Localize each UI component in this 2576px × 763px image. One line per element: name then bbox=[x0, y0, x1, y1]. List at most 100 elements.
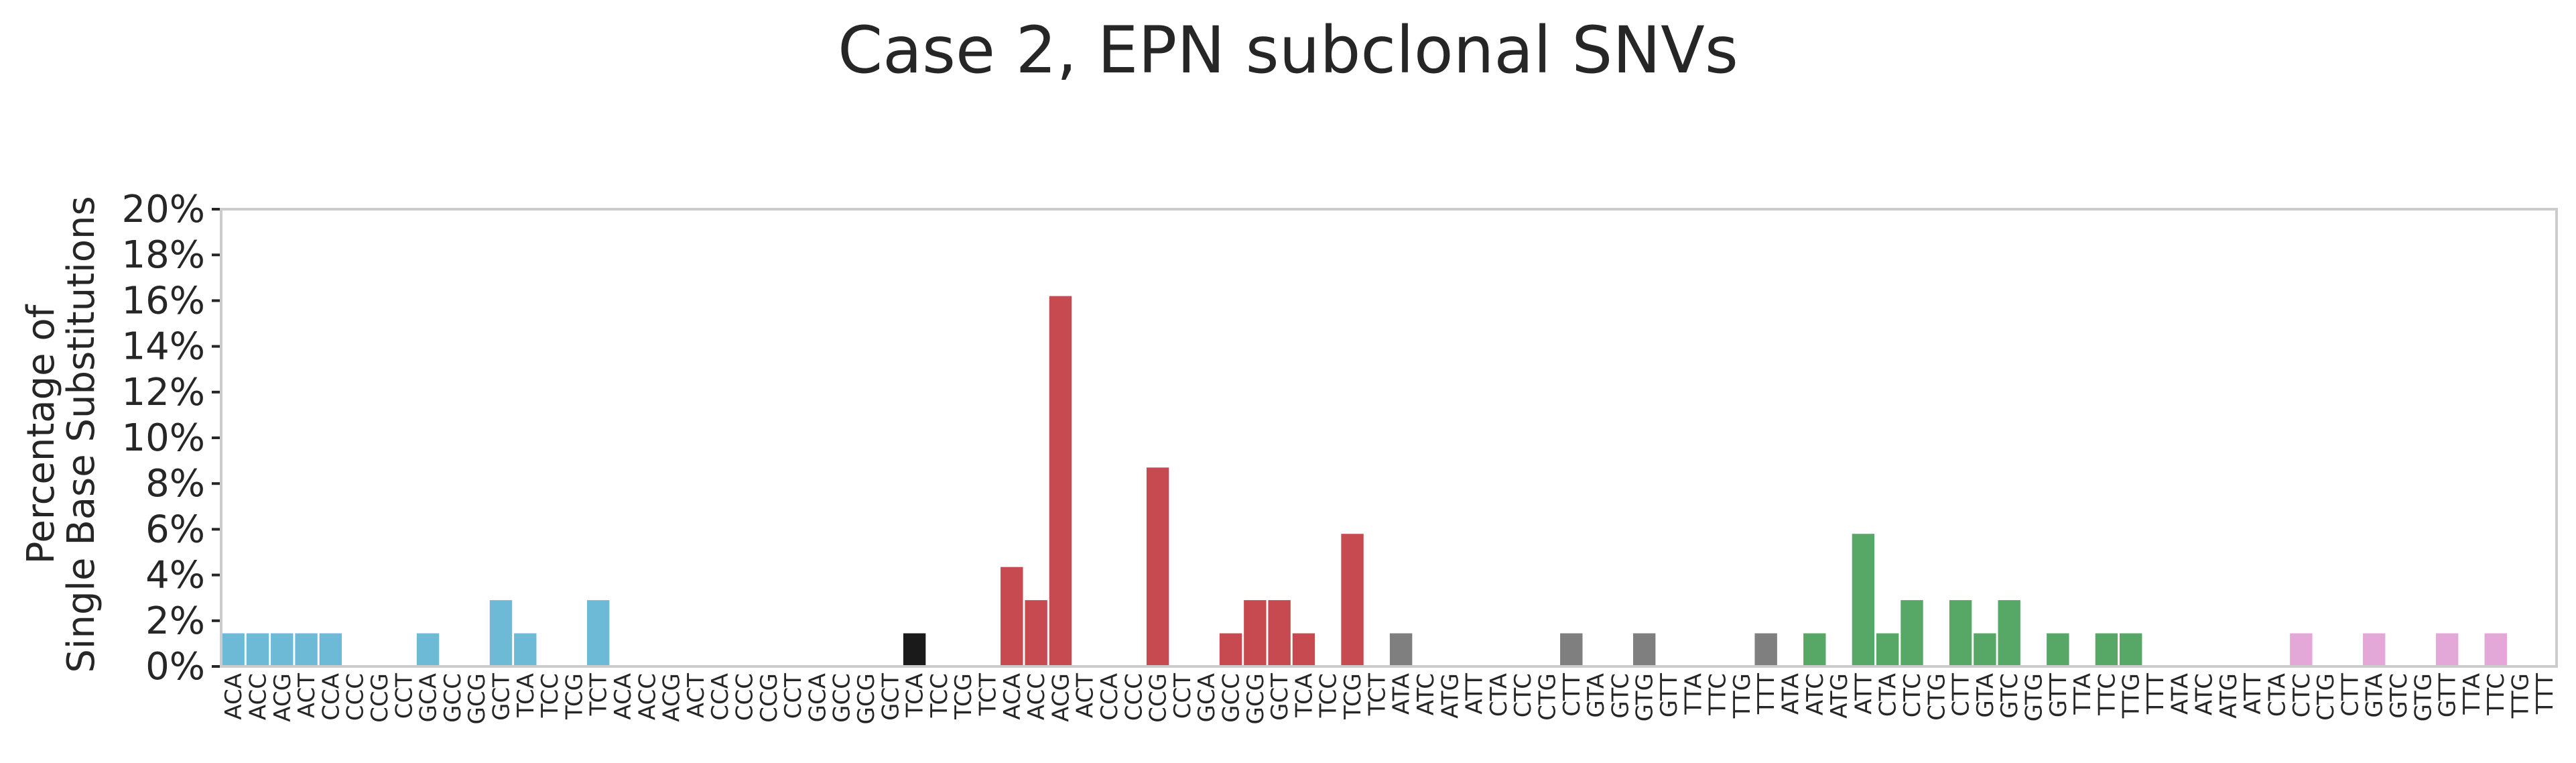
x-tick-label-atc-65: ATC bbox=[1802, 673, 1829, 715]
bar-cca-4 bbox=[319, 633, 342, 666]
bar-ccg-38 bbox=[1146, 467, 1169, 666]
x-tick-label-ctt-87: CTT bbox=[2337, 673, 2364, 717]
x-tick-label-cca-36: CCA bbox=[1096, 673, 1123, 721]
x-tick-label-ctg-54: CTG bbox=[1534, 673, 1561, 721]
x-tick-label-ctc-53: CTC bbox=[1510, 673, 1537, 717]
x-tick-label-ttt-95: TTT bbox=[2532, 673, 2559, 715]
x-tick-label-ccc-37: CCC bbox=[1120, 673, 1147, 721]
x-tick-label-gca-24: GCA bbox=[804, 673, 831, 722]
y-tick-label-12: 12% bbox=[122, 371, 205, 414]
x-tick-label-ccc-5: CCC bbox=[342, 673, 369, 721]
x-tick-label-tca-12: TCA bbox=[513, 673, 539, 718]
x-tick-label-cta-52: CTA bbox=[1486, 673, 1512, 717]
y-axis-label-line-1: Percentage of bbox=[19, 304, 63, 564]
x-tick-label-acc-17: ACC bbox=[634, 673, 661, 720]
x-tick-label-acg-34: ACG bbox=[1047, 673, 1074, 722]
x-tick-label-att-51: ATT bbox=[1462, 673, 1488, 715]
x-tick-label-gtt-91: GTT bbox=[2435, 673, 2461, 717]
x-tick-label-cct-7: CCT bbox=[391, 673, 417, 719]
x-tick-label-ttg-94: TTG bbox=[2508, 673, 2534, 719]
y-tick-label-10: 10% bbox=[122, 416, 205, 460]
bar-gct-43 bbox=[1268, 600, 1291, 666]
chart-title: Case 2, EPN subclonal SNVs bbox=[838, 13, 1738, 88]
x-tick-label-atg-66: ATG bbox=[1826, 673, 1853, 719]
x-tick-label-gtt-59: GTT bbox=[1656, 673, 1683, 717]
bar-ata-48 bbox=[1389, 633, 1413, 666]
x-tick-label-tta-92: TTA bbox=[2459, 673, 2486, 715]
bar-acg-34 bbox=[1049, 296, 1072, 667]
x-tick-label-tta-60: TTA bbox=[1680, 673, 1707, 715]
bar-gcc-41 bbox=[1219, 633, 1242, 666]
bar-acc-33 bbox=[1025, 600, 1047, 666]
bar-gtt-75 bbox=[2047, 633, 2069, 666]
x-axis-ticks: ACAACCACGACTCCACCCCCGCCTGCAGCCGCGGCTTCAT… bbox=[220, 673, 2559, 725]
x-tick-label-ttc-77: TTC bbox=[2094, 673, 2120, 716]
bar-ctc-69 bbox=[1901, 600, 1923, 666]
x-tick-label-tcg-14: TCG bbox=[561, 673, 588, 720]
bar-gta-88 bbox=[2363, 633, 2386, 666]
bar-ttg-78 bbox=[2120, 633, 2142, 666]
y-axis-label: Percentage of Single Base Substitutions bbox=[19, 196, 103, 672]
x-tick-label-ata-64: ATA bbox=[1777, 673, 1804, 715]
x-tick-label-tca-44: TCA bbox=[1291, 673, 1317, 718]
bar-tcg-46 bbox=[1341, 534, 1364, 666]
x-tick-label-tta-76: TTA bbox=[2069, 673, 2096, 715]
x-tick-label-gct-27: GCT bbox=[877, 673, 904, 721]
x-tick-label-gtg-90: GTG bbox=[2410, 673, 2437, 721]
x-tick-label-gtg-74: GTG bbox=[2021, 673, 2048, 721]
x-tick-label-acg-18: ACG bbox=[659, 673, 686, 722]
x-tick-label-gta-72: GTA bbox=[1972, 673, 1999, 718]
bar-tca-28 bbox=[903, 633, 926, 666]
bar-gct-11 bbox=[489, 600, 513, 666]
x-tick-label-ctt-55: CTT bbox=[1559, 673, 1586, 717]
bar-att-67 bbox=[1852, 534, 1875, 666]
x-tick-label-gtg-58: GTG bbox=[1632, 673, 1659, 721]
x-tick-label-atc-49: ATC bbox=[1413, 673, 1439, 715]
x-tick-label-gcg-10: GCG bbox=[464, 673, 491, 724]
bar-ctc-85 bbox=[2290, 633, 2313, 666]
x-tick-label-ttc-93: TTC bbox=[2483, 673, 2510, 716]
x-tick-label-tcc-29: TCC bbox=[926, 673, 953, 718]
x-tick-label-act-35: ACT bbox=[1072, 673, 1099, 718]
y-tick-label-0: 0% bbox=[145, 645, 205, 689]
x-tick-label-act-19: ACT bbox=[683, 673, 710, 718]
bar-gtt-91 bbox=[2435, 633, 2459, 666]
bar-gcg-42 bbox=[1244, 600, 1267, 666]
y-tick-label-16: 16% bbox=[122, 279, 205, 322]
y-tick-label-4: 4% bbox=[145, 554, 205, 597]
x-tick-label-gtc-57: GTC bbox=[1607, 673, 1634, 719]
x-tick-label-ctc-69: CTC bbox=[1899, 673, 1926, 717]
x-tick-label-cca-20: CCA bbox=[707, 673, 734, 721]
x-tick-label-atg-82: ATG bbox=[2215, 673, 2242, 719]
bar-aca-32 bbox=[1001, 567, 1023, 666]
x-tick-label-tcg-46: TCG bbox=[1340, 673, 1366, 720]
x-tick-label-gcc-25: GCC bbox=[829, 673, 856, 723]
x-tick-label-cca-4: CCA bbox=[318, 673, 344, 721]
y-tick-label-18: 18% bbox=[122, 233, 205, 277]
x-tick-label-acc-33: ACC bbox=[1023, 673, 1050, 720]
x-tick-label-att-83: ATT bbox=[2240, 673, 2266, 715]
bar-acc-1 bbox=[246, 633, 269, 666]
x-tick-label-tcg-30: TCG bbox=[950, 673, 977, 720]
x-tick-label-gcg-26: GCG bbox=[853, 673, 880, 724]
bar-tca-12 bbox=[514, 633, 537, 666]
x-tick-label-cct-39: CCT bbox=[1169, 673, 1196, 719]
x-tick-label-att-67: ATT bbox=[1850, 673, 1877, 715]
x-tick-label-ccg-38: CCG bbox=[1145, 673, 1172, 723]
bar-gca-8 bbox=[416, 633, 440, 666]
x-tick-label-tca-28: TCA bbox=[902, 673, 929, 718]
x-tick-label-aca-16: ACA bbox=[610, 673, 637, 720]
x-tick-label-gct-11: GCT bbox=[488, 673, 515, 721]
x-tick-label-cta-84: CTA bbox=[2264, 673, 2291, 717]
bar-aca-0 bbox=[222, 633, 245, 666]
bar-ttc-93 bbox=[2484, 633, 2507, 666]
bar-atc-65 bbox=[1803, 633, 1826, 666]
bar-ttc-77 bbox=[2095, 633, 2118, 666]
x-tick-label-gtc-89: GTC bbox=[2386, 673, 2412, 719]
bars bbox=[222, 296, 2507, 667]
x-tick-label-ccg-6: CCG bbox=[367, 673, 393, 723]
x-tick-label-ata-80: ATA bbox=[2167, 673, 2193, 715]
x-tick-label-gta-56: GTA bbox=[1583, 673, 1610, 718]
y-tick-label-14: 14% bbox=[122, 325, 205, 369]
